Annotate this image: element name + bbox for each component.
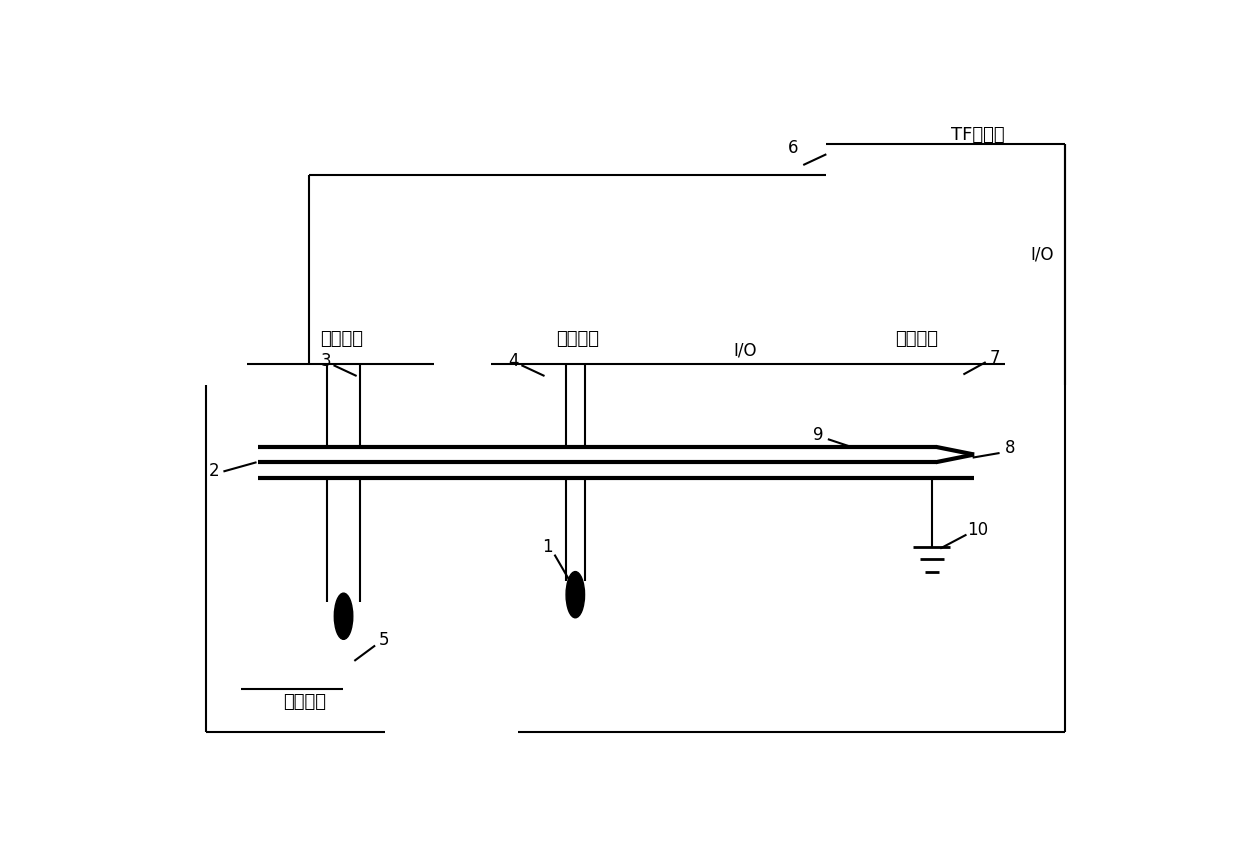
Text: 8: 8: [1005, 440, 1016, 458]
Ellipse shape: [566, 571, 585, 618]
Text: 3: 3: [321, 351, 331, 369]
Text: 9: 9: [813, 425, 824, 443]
Text: I/O: I/O: [733, 341, 757, 360]
Text: 稳压模块: 稳压模块: [282, 694, 326, 711]
Text: TF卡模块: TF卡模块: [952, 126, 1005, 144]
Text: 5: 5: [378, 631, 389, 649]
Text: 2: 2: [209, 463, 219, 481]
Text: 10: 10: [966, 521, 987, 539]
Text: I/O: I/O: [1030, 245, 1053, 263]
Text: 4: 4: [508, 351, 519, 369]
Text: 电源模块: 电源模块: [320, 330, 363, 348]
Text: 1: 1: [543, 538, 553, 556]
Text: 通讯模块: 通讯模块: [895, 330, 938, 348]
Text: 6: 6: [788, 139, 798, 157]
Text: 驱动模块: 驱动模块: [556, 330, 600, 348]
Ellipse shape: [335, 593, 353, 639]
Text: 7: 7: [990, 349, 1000, 367]
